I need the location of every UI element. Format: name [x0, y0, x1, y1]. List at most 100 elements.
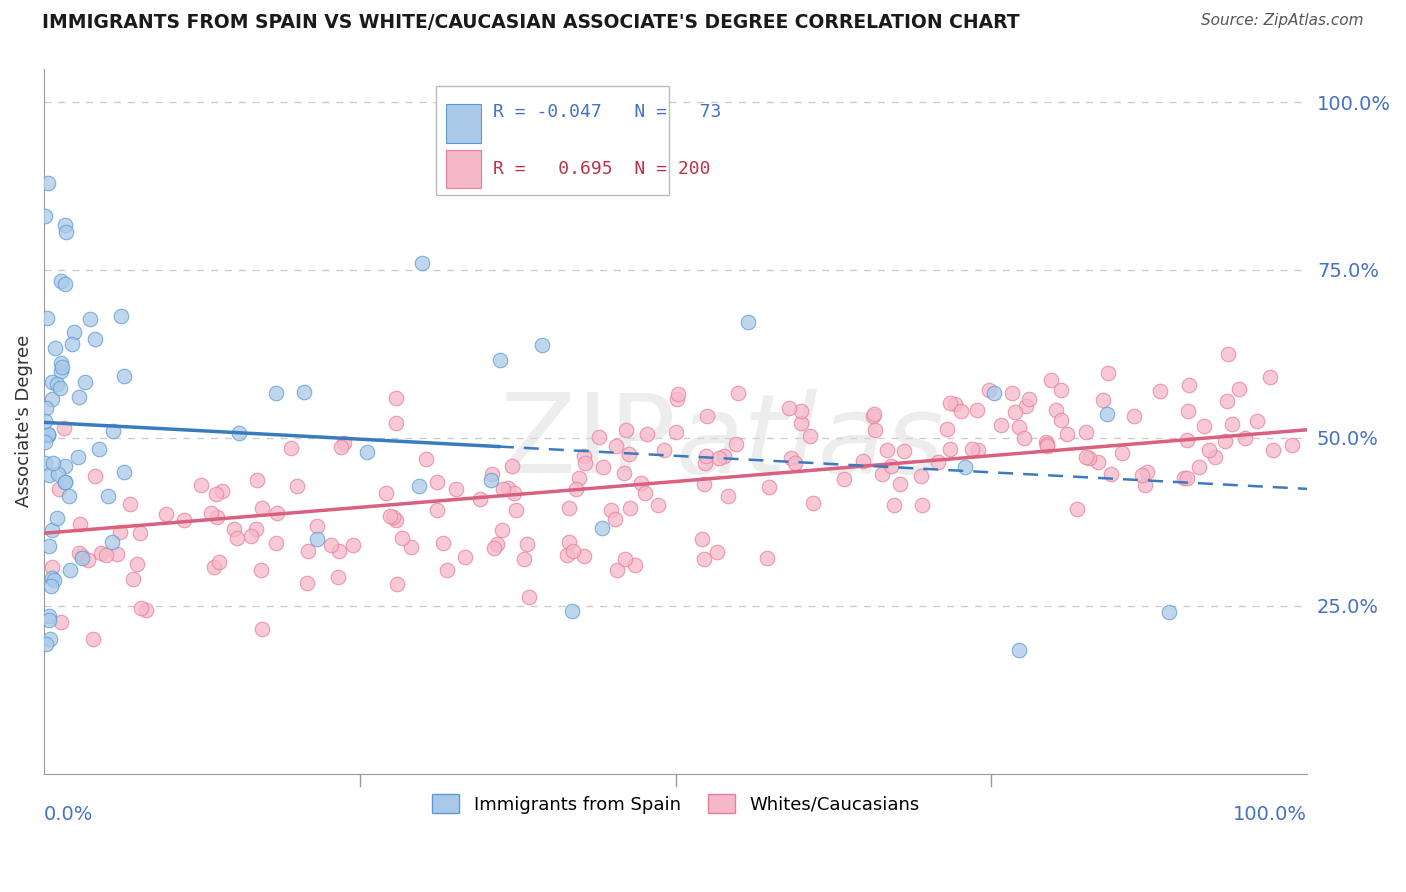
Point [280, 441, 302, 455]
Point [516, 537, 538, 551]
Point [108, 525, 131, 540]
Point [1097, 366, 1119, 380]
Point [1227, 382, 1250, 396]
Point [1049, 413, 1071, 427]
Point [328, 570, 350, 584]
Point [1001, 386, 1024, 401]
Point [37, 428, 59, 442]
Point [202, 559, 225, 574]
Point [44, 341, 66, 355]
Point [295, 576, 318, 591]
Point [790, 417, 813, 431]
Point [1220, 417, 1243, 431]
Point [37, 428, 59, 442]
Point [1036, 439, 1059, 453]
Text: ZIP: ZIP [501, 389, 676, 496]
Point [266, 506, 288, 520]
Point [572, 449, 595, 463]
Point [82, 632, 104, 647]
Point [603, 512, 626, 526]
Point [205, 510, 228, 524]
Point [501, 458, 523, 473]
Point [1091, 392, 1114, 407]
Point [613, 466, 636, 480]
Point [1177, 471, 1199, 485]
Point [125, 557, 148, 571]
Point [966, 403, 988, 417]
Legend: Immigrants from Spain, Whites/Caucasians: Immigrants from Spain, Whites/Caucasians [425, 787, 927, 821]
Point [52, 421, 75, 435]
Point [558, 535, 581, 549]
Point [35, 637, 58, 651]
Point [727, 385, 749, 400]
Point [135, 603, 157, 617]
Text: R = -0.047   N =   73: R = -0.047 N = 73 [492, 103, 721, 121]
Point [307, 519, 329, 533]
Point [1040, 372, 1063, 386]
Point [505, 503, 527, 517]
Point [953, 459, 976, 474]
Point [96, 548, 118, 562]
Point [41, 376, 63, 390]
Point [1204, 450, 1226, 464]
Point [211, 484, 233, 499]
Point [48, 381, 70, 395]
Point [666, 386, 689, 401]
Point [333, 436, 356, 450]
Point [943, 397, 966, 411]
Point [939, 442, 962, 456]
Point [692, 552, 714, 566]
Point [1122, 409, 1144, 424]
Point [53, 475, 76, 489]
Point [530, 338, 553, 352]
Point [634, 486, 657, 500]
Point [502, 485, 524, 500]
Point [616, 423, 638, 437]
Point [939, 396, 962, 410]
Point [1018, 392, 1040, 406]
Point [1087, 455, 1109, 469]
Point [53, 277, 76, 292]
Point [693, 477, 716, 491]
Point [34, 456, 56, 470]
Text: 0.0%: 0.0% [44, 805, 93, 824]
FancyBboxPatch shape [436, 87, 669, 195]
Point [69, 517, 91, 532]
Point [588, 429, 610, 443]
Point [1078, 450, 1101, 465]
Point [319, 538, 342, 552]
Point [1035, 434, 1057, 449]
Point [468, 491, 491, 506]
Point [785, 456, 807, 470]
Point [1216, 394, 1239, 409]
Point [647, 498, 669, 512]
Point [1198, 442, 1220, 457]
Point [112, 369, 135, 384]
Point [619, 500, 641, 515]
Text: 100.0%: 100.0% [1233, 805, 1308, 824]
Point [481, 467, 503, 481]
Point [90, 545, 112, 559]
Point [266, 385, 288, 400]
Point [1149, 384, 1171, 398]
Point [34, 401, 56, 416]
Point [432, 535, 454, 549]
Point [49, 274, 72, 288]
Point [911, 498, 934, 512]
Point [287, 479, 309, 493]
Point [1173, 471, 1195, 485]
Point [41, 523, 63, 537]
Point [408, 479, 430, 493]
Point [49, 363, 72, 377]
Point [208, 555, 231, 569]
Point [652, 442, 675, 457]
Point [38, 613, 60, 627]
Point [46, 511, 69, 525]
Point [664, 425, 686, 439]
Point [568, 471, 591, 485]
Point [1157, 605, 1180, 619]
Point [1004, 405, 1026, 419]
Point [87, 442, 110, 457]
Point [893, 444, 915, 458]
Point [870, 467, 893, 481]
